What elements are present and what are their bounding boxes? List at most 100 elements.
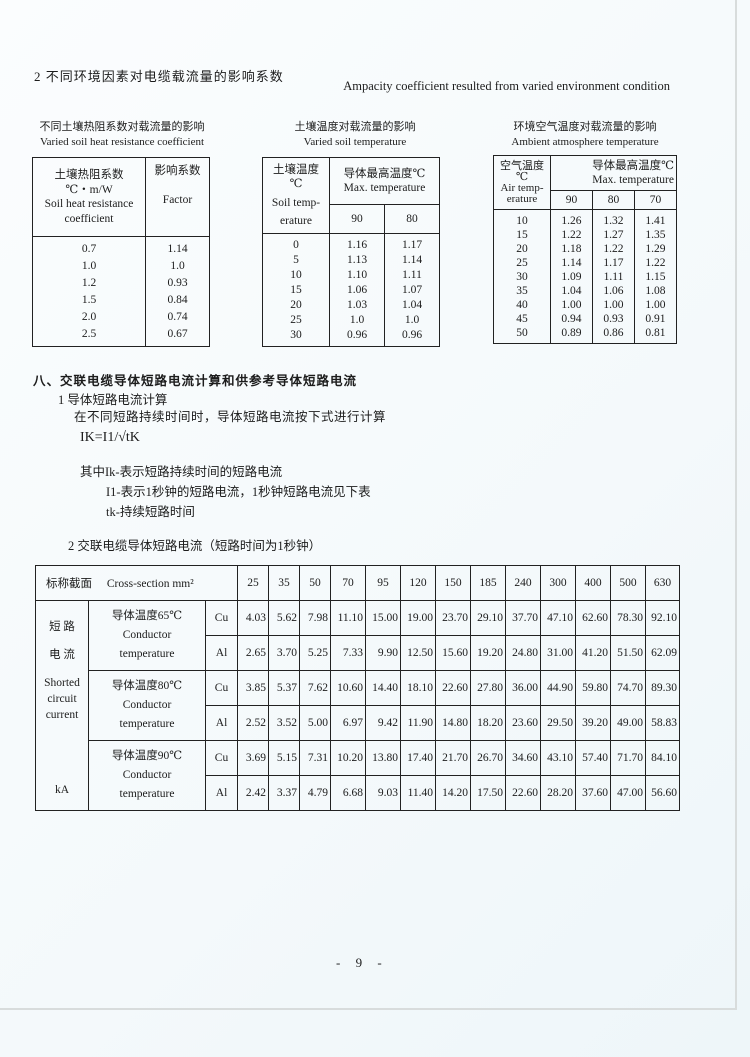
header-text: coefficient (64, 212, 114, 225)
cell-value: 2.42 (237, 775, 270, 811)
cell-value: 1.22 (550, 228, 593, 242)
row-key: 2.0 (81, 311, 97, 323)
subsection-1-title: 1 导体短路电流计算 (58, 393, 168, 407)
header-90: 90 (329, 204, 385, 234)
table-row: 1.2 0.93 (33, 275, 210, 292)
soil-resistance-table: 土壤热阻系数 ℃・m/W Soil heat resistance coeffi… (32, 157, 210, 347)
cell-value: 5.25 (299, 635, 332, 671)
cross-section-150: 150 (435, 565, 472, 601)
cell-value: 44.90 (540, 670, 577, 706)
header-text: ℃ (289, 178, 303, 190)
header-80: 80 (384, 204, 440, 234)
table-row: 25 1.14 1.17 1.22 (494, 256, 677, 270)
cell-value: 0.93 (591, 312, 635, 326)
header-text: 空气温度 (500, 159, 544, 172)
cell-value: 7.31 (299, 740, 332, 776)
cell-value: 4.79 (299, 775, 332, 811)
cell-value: 12.50 (400, 635, 437, 671)
cell-value: 47.00 (610, 775, 647, 811)
side-label-text: circuit (47, 692, 77, 705)
cell-value: 21.70 (435, 740, 472, 776)
caption-cn: 土壤温度对载流量的影响 (294, 121, 416, 133)
cell-value: 1.41 (633, 209, 677, 228)
header-text: erature (506, 192, 538, 205)
cell-value: 24.80 (505, 635, 542, 671)
row-key: 30 (290, 329, 302, 341)
cell-value: 1.18 (550, 242, 593, 256)
cell-value: 37.70 (505, 600, 542, 636)
cell-value: 31.00 (540, 635, 577, 671)
cell-value: 0.91 (633, 312, 677, 326)
cell-value: 1.22 (591, 242, 635, 256)
subsection-2-title: 2 交联电缆导体短路电流（短路时间为1秒钟） (68, 539, 322, 553)
cell-value: 57.40 (575, 740, 612, 776)
cell-value: 43.10 (540, 740, 577, 776)
table-row: 2.5 0.67 (33, 326, 210, 347)
cell-value: 1.17 (384, 233, 440, 253)
header-coefficient: 土壤热阻系数 ℃・m/W Soil heat resistance coeffi… (33, 158, 146, 237)
cell-value: 1.22 (633, 256, 677, 270)
cell-value: 11.40 (400, 775, 437, 811)
row-key: 15 (290, 284, 302, 296)
section-8-title: 八、交联电缆导体短路电流计算和供参考导体短路电流 (33, 373, 358, 388)
header-text: 导体最高温度℃ (343, 167, 426, 180)
table-row: 15 1.06 1.07 (263, 283, 440, 298)
metal-cu: Cu (204, 740, 239, 776)
cross-section-120: 120 (400, 565, 437, 601)
row-key: 30 (516, 271, 528, 283)
cell-value: 7.62 (299, 670, 332, 706)
side-label-text: current (45, 708, 79, 721)
cell-value: 84.10 (645, 740, 681, 776)
header-max-temp: 导体最高温度℃ Max. temperature (550, 155, 677, 191)
cell-value: 18.20 (470, 705, 507, 741)
cell-value: 13.80 (365, 740, 402, 776)
cell-value: 5.37 (268, 670, 301, 706)
cross-section-95: 95 (365, 565, 402, 601)
cell-value: 3.70 (268, 635, 301, 671)
cell-value: 1.07 (384, 283, 440, 298)
cross-section-630: 630 (645, 565, 681, 601)
cell-value: 56.60 (645, 775, 681, 811)
cell-value: 6.97 (330, 705, 367, 741)
metal-cu: Cu (204, 670, 239, 706)
side-label-text: 短 路 (49, 620, 75, 633)
table-row: 10 1.26 1.32 1.41 (494, 209, 677, 228)
cell-value: 1.27 (591, 228, 635, 242)
cell-value: 1.00 (550, 298, 593, 312)
row-key: 0 (293, 239, 299, 251)
cell-value: 78.30 (610, 600, 647, 636)
cell-value: 23.70 (435, 600, 472, 636)
header-text: Air temp- (500, 181, 544, 194)
cell-value: 27.80 (470, 670, 507, 706)
cell-value: 39.20 (575, 705, 612, 741)
cell-value: 41.20 (575, 635, 612, 671)
cell-value: 2.52 (237, 705, 270, 741)
table-row: Al 2.42 3.37 4.79 6.68 9.03 11.40 14.20 17.50 22.… (36, 775, 681, 811)
table-row: 40 1.00 1.00 1.00 (494, 298, 677, 312)
cell-value: 17.50 (470, 775, 507, 811)
cell-value: 0.86 (591, 326, 635, 344)
side-label: 短 路电 流 Shorted circuit current (35, 600, 89, 741)
header-cn: 标称截面 (46, 578, 92, 590)
label-en: Conductor (122, 699, 172, 711)
table-row: 30 1.09 1.11 1.15 (494, 270, 677, 284)
table-row: 1.0 1.0 (33, 258, 210, 275)
cell-value: 22.60 (505, 775, 542, 811)
cell-value: 15.00 (365, 600, 402, 636)
cell-value: 11.10 (330, 600, 367, 636)
cell-value: 1.14 (550, 256, 593, 270)
cell-value: 59.80 (575, 670, 612, 706)
cell-value: 5.00 (299, 705, 332, 741)
cell-value: 1.15 (633, 270, 677, 284)
cell-value: 1.03 (329, 298, 385, 313)
row-key: 1.0 (81, 260, 97, 272)
cell-value: 9.90 (365, 635, 402, 671)
header-factor: 影响系数 Factor (145, 157, 210, 237)
cell-value: 0.89 (550, 326, 593, 344)
table-row: 25 1.0 1.0 (263, 313, 440, 328)
cell-value: 26.70 (470, 740, 507, 776)
cell-value: 34.60 (505, 740, 542, 776)
header-text: Soil temp- (271, 196, 321, 209)
cell-value: 1.04 (550, 284, 593, 298)
cell-value: 0.84 (145, 292, 210, 309)
